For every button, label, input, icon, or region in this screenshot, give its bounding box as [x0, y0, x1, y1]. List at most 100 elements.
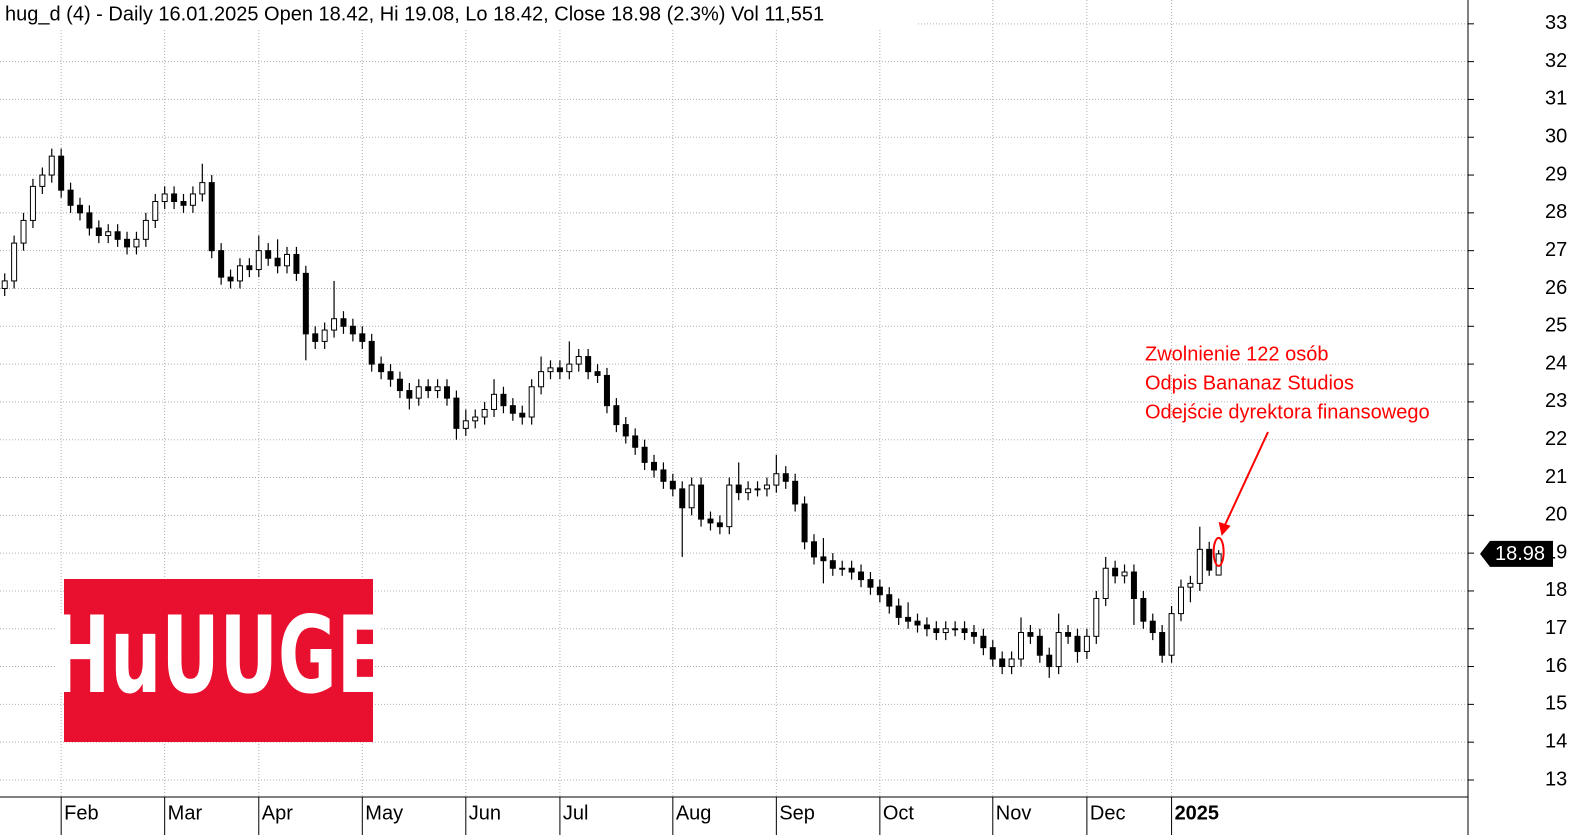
- logo-box: [64, 579, 373, 742]
- candle-body: [284, 253, 291, 267]
- candle-body: [999, 658, 1006, 668]
- candle-body: [227, 276, 234, 282]
- candle-body: [76, 204, 83, 214]
- x-tick-label: Aug: [676, 802, 712, 824]
- candle-body: [801, 503, 808, 543]
- candle-body: [1112, 567, 1119, 577]
- candle-body: [669, 480, 676, 490]
- candle-body: [321, 329, 328, 342]
- candle-body: [773, 473, 780, 486]
- candle-body: [575, 356, 582, 365]
- candle-body: [1149, 620, 1156, 634]
- candle-body: [745, 488, 752, 494]
- candle-body: [415, 386, 422, 399]
- candle-body: [189, 193, 196, 206]
- candle-body: [359, 333, 366, 342]
- candle-body: [1206, 548, 1213, 571]
- y-tick-label: 31: [1545, 88, 1567, 110]
- y-tick-label: 33: [1545, 12, 1567, 34]
- candle-body: [1065, 632, 1072, 637]
- candle-body: [858, 571, 865, 581]
- candle-body: [349, 325, 356, 335]
- candle-body: [199, 182, 206, 195]
- y-tick-label: 27: [1545, 239, 1567, 261]
- candle-body: [970, 632, 977, 637]
- candle-body: [1083, 635, 1090, 652]
- header: hug_d (4) - Daily 16.01.2025 Open 18.42,…: [5, 3, 824, 25]
- candle-body: [876, 586, 883, 596]
- x-tick-label: Dec: [1090, 802, 1126, 824]
- candle-body: [1036, 635, 1043, 656]
- annotation: Zwolnienie 122 osób: [1145, 343, 1328, 365]
- candle-body: [1168, 613, 1175, 656]
- candle-body: [1008, 658, 1015, 668]
- candle-body: [556, 367, 563, 373]
- candle-body: [208, 182, 215, 252]
- header-bg: [0, 0, 918, 30]
- candle-body: [716, 522, 723, 528]
- candle-body: [246, 265, 253, 271]
- candle-body: [1187, 582, 1194, 588]
- candle-body: [152, 201, 159, 221]
- candle-body: [933, 628, 940, 634]
- x-tick-label: Jun: [469, 802, 501, 824]
- candle-body: [340, 318, 347, 327]
- y-tick-label: 20: [1545, 504, 1567, 526]
- candle-body: [754, 488, 761, 491]
- candle-body: [961, 628, 968, 634]
- candle-body: [952, 628, 959, 631]
- candle-body: [86, 212, 93, 229]
- candle-body: [1102, 567, 1109, 600]
- candle-body: [810, 541, 817, 558]
- candle-body: [48, 155, 55, 176]
- x-tick-label: Mar: [168, 802, 203, 824]
- candle-body: [406, 390, 413, 399]
- y-tick-label: 26: [1545, 277, 1567, 299]
- candle-body: [481, 408, 488, 418]
- candle-body: [566, 363, 573, 373]
- x-tick-label: 2025: [1175, 802, 1220, 824]
- candle-body: [1140, 598, 1147, 622]
- arrow-head: [1218, 521, 1231, 536]
- candle-body: [255, 250, 262, 271]
- y-tick-label: 29: [1545, 163, 1567, 185]
- candle-body: [613, 405, 620, 426]
- candle-body: [11, 242, 18, 282]
- candle-body: [895, 605, 902, 618]
- candle-body: [1074, 635, 1081, 652]
- candle-body: [236, 265, 243, 282]
- candle-body: [472, 416, 479, 422]
- candle-body: [538, 371, 545, 388]
- candle-body: [265, 250, 272, 259]
- candle-body: [914, 620, 921, 626]
- candle-body: [763, 484, 770, 490]
- candle-body: [792, 480, 799, 505]
- candle-body: [302, 272, 309, 335]
- candle-body: [491, 393, 498, 410]
- y-tick-label: 14: [1545, 730, 1567, 752]
- candle-body: [331, 318, 338, 331]
- candle-body: [161, 193, 168, 203]
- candle-body: [519, 412, 526, 418]
- candle-body: [1093, 598, 1100, 637]
- candle-body: [735, 484, 742, 494]
- candle-body: [820, 556, 827, 562]
- candle-body: [528, 386, 535, 418]
- candle-body: [462, 420, 469, 429]
- candle-body: [651, 461, 658, 471]
- candle-body: [58, 155, 65, 191]
- candle-body: [603, 374, 610, 407]
- candle-body: [434, 386, 441, 392]
- candle-body: [782, 473, 789, 482]
- candle-body: [660, 469, 667, 482]
- candle-body: [1196, 548, 1203, 584]
- x-tick-label: Sep: [779, 802, 815, 824]
- y-tick-label: 15: [1545, 693, 1567, 715]
- x-tick-label: Jul: [563, 802, 589, 824]
- candle-body: [1046, 654, 1053, 668]
- candle-body: [829, 560, 836, 569]
- candle-body: [942, 628, 949, 634]
- y-tick-label: 16: [1545, 655, 1567, 677]
- candle-body: [425, 386, 432, 392]
